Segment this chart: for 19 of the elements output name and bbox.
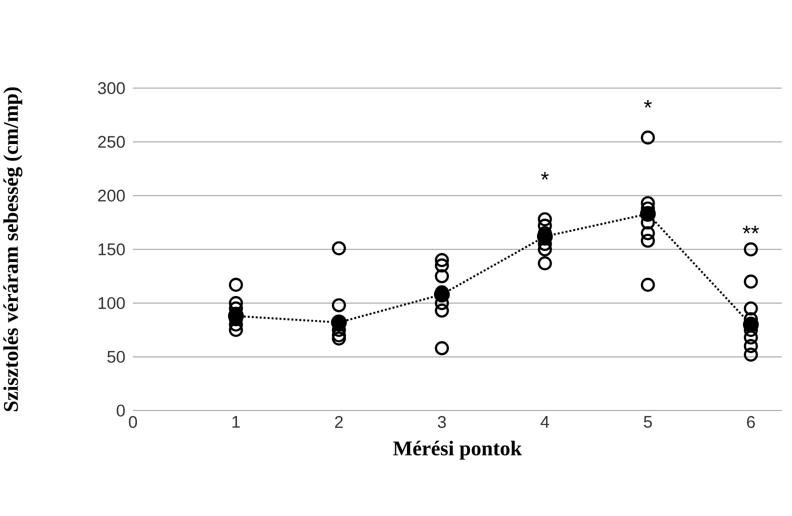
x-tick-label: 0 <box>128 416 137 428</box>
x-tick-label: 4 <box>540 416 550 428</box>
annotation: * <box>644 100 652 108</box>
x-tick-label: 5 <box>644 416 652 428</box>
x-axis-title: Mérési pontok <box>393 440 522 460</box>
y-tick-label: 250 <box>98 136 125 148</box>
x-tick-label: 2 <box>335 416 343 428</box>
x-tick-label: 6 <box>747 416 755 428</box>
y-tick-label: 300 <box>98 82 125 94</box>
y-tick-label: 200 <box>98 190 125 202</box>
x-tick-label: 1 <box>232 416 240 428</box>
y-axis-title: Szisztolés véráram sebesség (cm/mp) <box>3 87 22 412</box>
y-tick-label: 50 <box>107 350 125 363</box>
x-tick-label: 3 <box>438 416 446 428</box>
annotation: * <box>541 172 549 180</box>
y-tick-label: 0 <box>116 404 125 417</box>
y-tick-label: 150 <box>98 243 125 256</box>
y-tick-label: 100 <box>98 297 125 310</box>
annotation: ** <box>742 226 760 234</box>
